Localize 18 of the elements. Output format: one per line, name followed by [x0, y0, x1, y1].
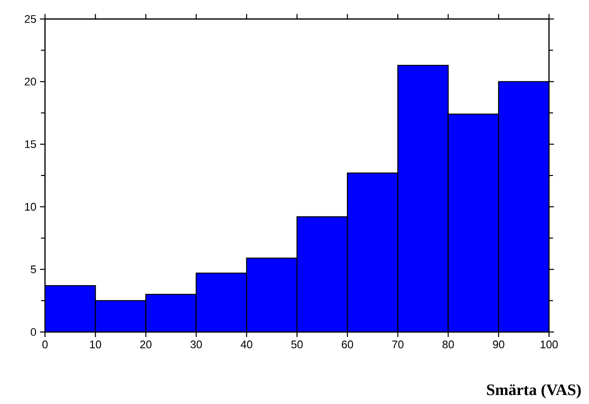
y-tick-label: 25: [24, 15, 36, 23]
x-tick-label: 30: [190, 340, 202, 348]
x-tick-label: 60: [342, 340, 354, 348]
y-tick-label: 0: [30, 328, 36, 336]
y-tick-label: 20: [24, 78, 36, 86]
x-tick-label: 0: [42, 340, 48, 348]
x-tick-label: 50: [291, 340, 303, 348]
x-tick-label: 20: [140, 340, 152, 348]
y-tick-label: 15: [25, 140, 36, 148]
x-tick-label: 90: [493, 340, 504, 348]
x-tick-label: 80: [442, 340, 454, 348]
y-tick-label: 10: [25, 202, 36, 211]
x-tick-label: 40: [240, 340, 252, 348]
x-tick-label: 10: [90, 340, 102, 348]
y-tick-label: 5: [30, 266, 36, 274]
x-tick-label: 70: [392, 340, 404, 348]
x-axis-title: Smärta (VAS): [487, 384, 581, 398]
x-tick-label: 100: [540, 340, 558, 348]
